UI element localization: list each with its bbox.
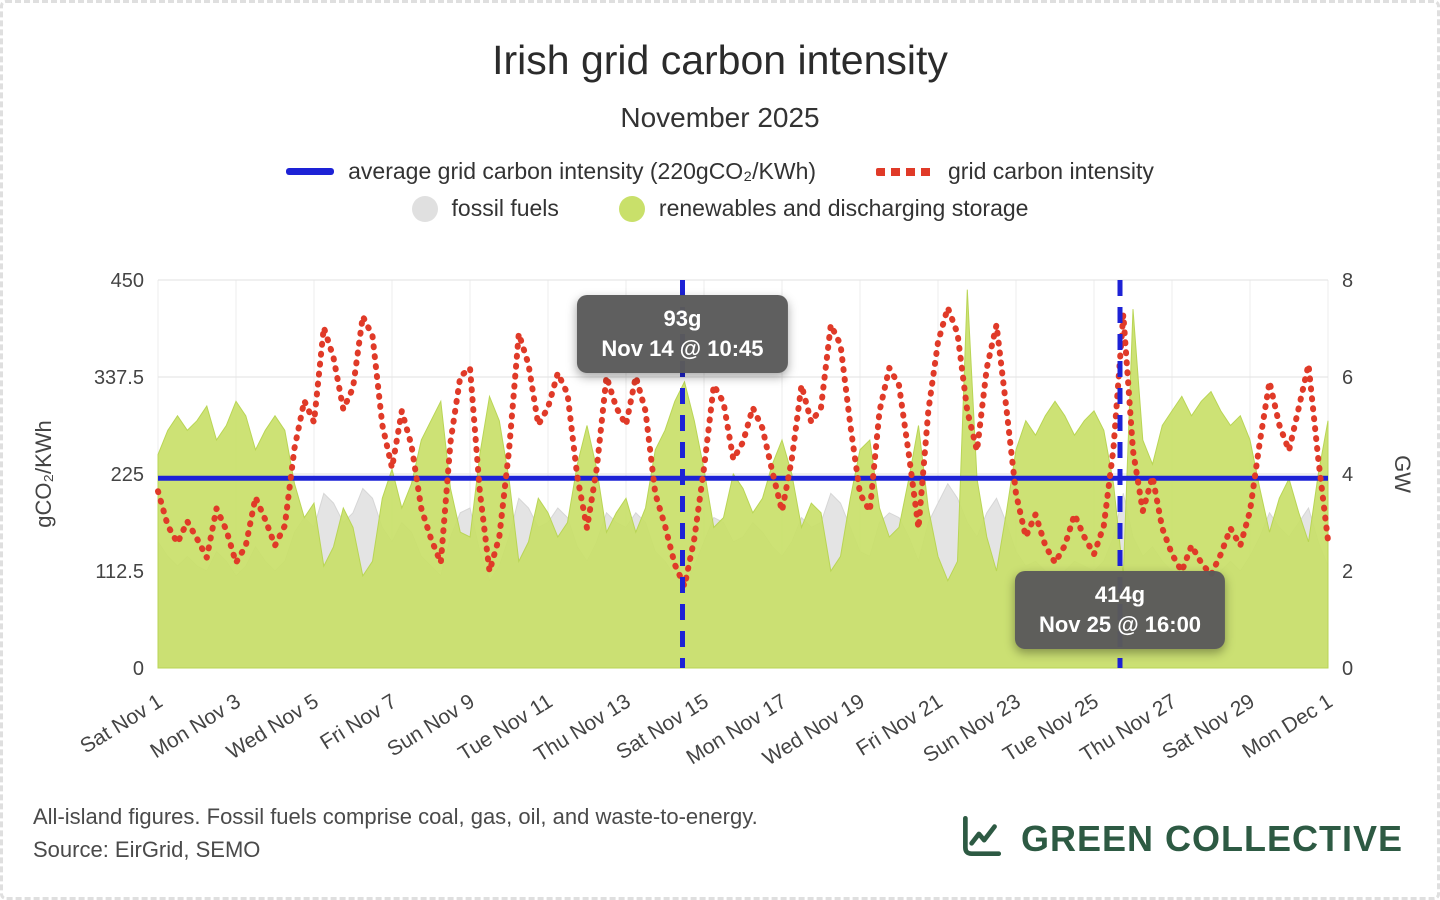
left-axis-title: gCO₂/KWh bbox=[31, 420, 56, 528]
legend-row-areas: fossil fuels renewables and discharging … bbox=[411, 195, 1029, 222]
svg-text:337.5: 337.5 bbox=[94, 367, 144, 389]
brand-chart-icon bbox=[956, 811, 1006, 866]
fossil-label: fossil fuels bbox=[451, 195, 559, 221]
svg-text:225: 225 bbox=[111, 464, 144, 486]
svg-text:4: 4 bbox=[1342, 464, 1353, 486]
footnote: All-island figures. Fossil fuels compris… bbox=[33, 800, 758, 866]
renewables-label: renewables and discharging storage bbox=[658, 195, 1029, 221]
tooltip-max-value: 414g bbox=[1094, 582, 1146, 607]
chart-legend: average grid carbon intensity (220gCO₂/K… bbox=[3, 158, 1437, 222]
brand: GREEN COLLECTIVE bbox=[956, 811, 1403, 866]
page-subtitle: November 2025 bbox=[620, 102, 820, 133]
right-axis-title: GW bbox=[1390, 455, 1415, 493]
fossil-swatch bbox=[411, 195, 438, 222]
page-title: Irish grid carbon intensity bbox=[492, 37, 948, 83]
svg-text:6: 6 bbox=[1342, 367, 1353, 389]
tooltip-min-time: Nov 14 @ 10:45 bbox=[601, 336, 764, 361]
legend-row-lines: average grid carbon intensity (220gCO₂/K… bbox=[286, 158, 1154, 185]
svg-text:0: 0 bbox=[1342, 658, 1353, 680]
tooltip-max-intensity: 414g Nov 25 @ 16:00 bbox=[1014, 571, 1226, 649]
svg-text:112.5: 112.5 bbox=[95, 561, 144, 583]
footnote-line1: All-island figures. Fossil fuels compris… bbox=[33, 804, 758, 829]
intensity-line-label: grid carbon intensity bbox=[948, 158, 1154, 184]
footnote-source: Source: EirGrid, SEMO bbox=[33, 837, 261, 862]
average-line-swatch bbox=[286, 168, 335, 175]
average-line-label: average grid carbon intensity (220gCO₂/K… bbox=[348, 158, 817, 184]
tooltip-min-value: 93g bbox=[663, 306, 702, 331]
carbon-intensity-line bbox=[155, 304, 1331, 590]
tooltip-max-time: Nov 25 @ 16:00 bbox=[1038, 612, 1202, 637]
svg-text:450: 450 bbox=[111, 270, 144, 292]
svg-text:0: 0 bbox=[133, 658, 144, 680]
svg-text:2: 2 bbox=[1342, 561, 1353, 583]
intensity-line-swatch bbox=[876, 167, 935, 176]
tooltip-min-intensity: 93g Nov 14 @ 10:45 bbox=[577, 295, 788, 373]
brand-name: GREEN COLLECTIVE bbox=[1020, 817, 1403, 859]
y-tick-labels: 0 112.5 225 337.5 450 0 2 4 6 8 bbox=[94, 270, 1353, 680]
renewables-swatch bbox=[618, 195, 645, 222]
svg-text:8: 8 bbox=[1342, 270, 1353, 292]
